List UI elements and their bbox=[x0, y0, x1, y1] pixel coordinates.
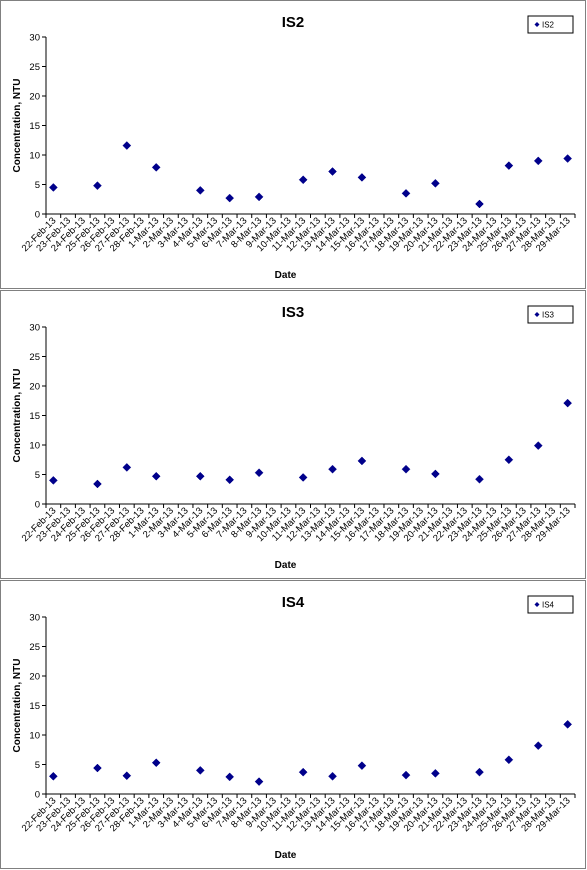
y-tick-label: 15 bbox=[29, 121, 40, 132]
data-point bbox=[401, 464, 411, 474]
y-tick-label: 20 bbox=[29, 92, 40, 103]
y-tick-label: 30 bbox=[29, 33, 40, 44]
data-point bbox=[328, 771, 337, 781]
data-point bbox=[563, 720, 573, 729]
data-point bbox=[357, 173, 367, 182]
legend-marker bbox=[534, 602, 540, 607]
data-point bbox=[328, 464, 337, 474]
data-point bbox=[431, 178, 440, 188]
data-point bbox=[475, 199, 484, 209]
chart-panel-is4: IS4 0 5 10 15 20 25 30 22-Feb-13 23-Feb-13 24-Feb-… bbox=[0, 580, 586, 869]
chart-title: IS2 bbox=[282, 14, 305, 31]
data-point bbox=[151, 471, 161, 481]
y-axis-label: Concentration, NTU bbox=[12, 369, 23, 463]
data-point bbox=[563, 154, 573, 163]
y-tick-label: 15 bbox=[29, 411, 40, 422]
data-point bbox=[533, 441, 543, 450]
chart-is3: IS305101520253022-Feb-1323-Feb-1324-Feb-… bbox=[12, 304, 576, 571]
data-point bbox=[254, 468, 264, 478]
y-tick-label: 10 bbox=[29, 441, 40, 452]
data-point bbox=[431, 469, 440, 479]
y-tick-label: 10 bbox=[29, 731, 40, 742]
data-point bbox=[357, 761, 367, 771]
y-tick-label: 25 bbox=[29, 62, 40, 73]
y-tick-label: 15 bbox=[29, 701, 40, 712]
data-point bbox=[298, 473, 308, 482]
y-tick-label: 20 bbox=[29, 672, 40, 683]
data-point bbox=[401, 188, 411, 198]
data-point bbox=[48, 771, 58, 781]
legend-marker bbox=[534, 22, 540, 27]
y-tick-label: 10 bbox=[29, 151, 40, 162]
data-point bbox=[195, 471, 205, 481]
legend-marker bbox=[534, 312, 540, 317]
y-tick-label: 25 bbox=[29, 352, 40, 363]
data-point bbox=[254, 777, 264, 786]
legend-box bbox=[527, 305, 574, 324]
legend-label: IS3 bbox=[542, 311, 555, 320]
y-tick-label: 25 bbox=[29, 642, 40, 653]
data-point bbox=[225, 193, 235, 203]
data-point bbox=[122, 771, 132, 781]
x-axis-label: Date bbox=[275, 850, 297, 861]
legend-box bbox=[527, 595, 574, 614]
data-point bbox=[298, 767, 308, 777]
data-point bbox=[195, 186, 205, 195]
data-point bbox=[225, 772, 235, 782]
data-point bbox=[401, 770, 411, 780]
y-tick-label: 0 bbox=[35, 210, 40, 221]
data-point bbox=[93, 763, 102, 773]
data-point bbox=[151, 758, 161, 768]
data-point bbox=[93, 181, 102, 191]
y-tick-label: 5 bbox=[35, 760, 40, 771]
chart-is2: IS205101520253022-Feb-1323-Feb-1324-Feb-… bbox=[12, 14, 576, 281]
data-point bbox=[225, 475, 235, 485]
data-point bbox=[254, 192, 264, 202]
y-tick-label: 5 bbox=[35, 180, 40, 191]
y-tick-label: 0 bbox=[35, 790, 40, 801]
data-point bbox=[122, 463, 132, 472]
y-tick-label: 20 bbox=[29, 382, 40, 393]
data-point bbox=[533, 156, 543, 166]
data-point bbox=[563, 398, 573, 408]
y-tick-label: 30 bbox=[29, 323, 40, 334]
y-tick-label: 5 bbox=[35, 470, 40, 481]
data-point bbox=[431, 768, 440, 778]
data-point bbox=[48, 183, 58, 192]
data-point bbox=[151, 163, 161, 172]
x-axis-label: Date bbox=[275, 270, 297, 281]
data-point bbox=[504, 161, 514, 170]
data-point bbox=[475, 767, 484, 777]
legend-box bbox=[527, 15, 574, 34]
data-point bbox=[533, 741, 543, 750]
data-point bbox=[504, 755, 514, 765]
data-point bbox=[504, 455, 514, 465]
data-point bbox=[328, 167, 337, 176]
chart-panel-is2: IS2 0 5 10 15 20 25 30 22-Feb-13 23-Feb-13 24-Feb-… bbox=[0, 0, 586, 289]
y-tick-label: 0 bbox=[35, 500, 40, 511]
chart-title: IS4 bbox=[282, 594, 305, 611]
data-point bbox=[48, 476, 58, 485]
chart-is4: IS405101520253022-Feb-1323-Feb-1324-Feb-… bbox=[12, 594, 576, 861]
y-axis-label: Concentration, NTU bbox=[12, 79, 23, 173]
legend-label: IS2 bbox=[542, 21, 555, 30]
legend-label: IS4 bbox=[542, 601, 555, 610]
data-point bbox=[475, 474, 484, 484]
y-tick-label: 30 bbox=[29, 613, 40, 624]
data-point bbox=[122, 141, 132, 150]
chart-title: IS3 bbox=[282, 304, 305, 321]
data-point bbox=[298, 175, 308, 185]
data-point bbox=[195, 766, 205, 775]
data-point bbox=[93, 479, 102, 489]
data-point bbox=[357, 456, 367, 466]
y-axis-label: Concentration, NTU bbox=[12, 659, 23, 753]
chart-panel-is3: IS3 0 5 10 15 20 25 30 22-Feb-13 23-Feb-13 24-Feb-… bbox=[0, 290, 586, 579]
x-axis-label: Date bbox=[275, 560, 297, 571]
